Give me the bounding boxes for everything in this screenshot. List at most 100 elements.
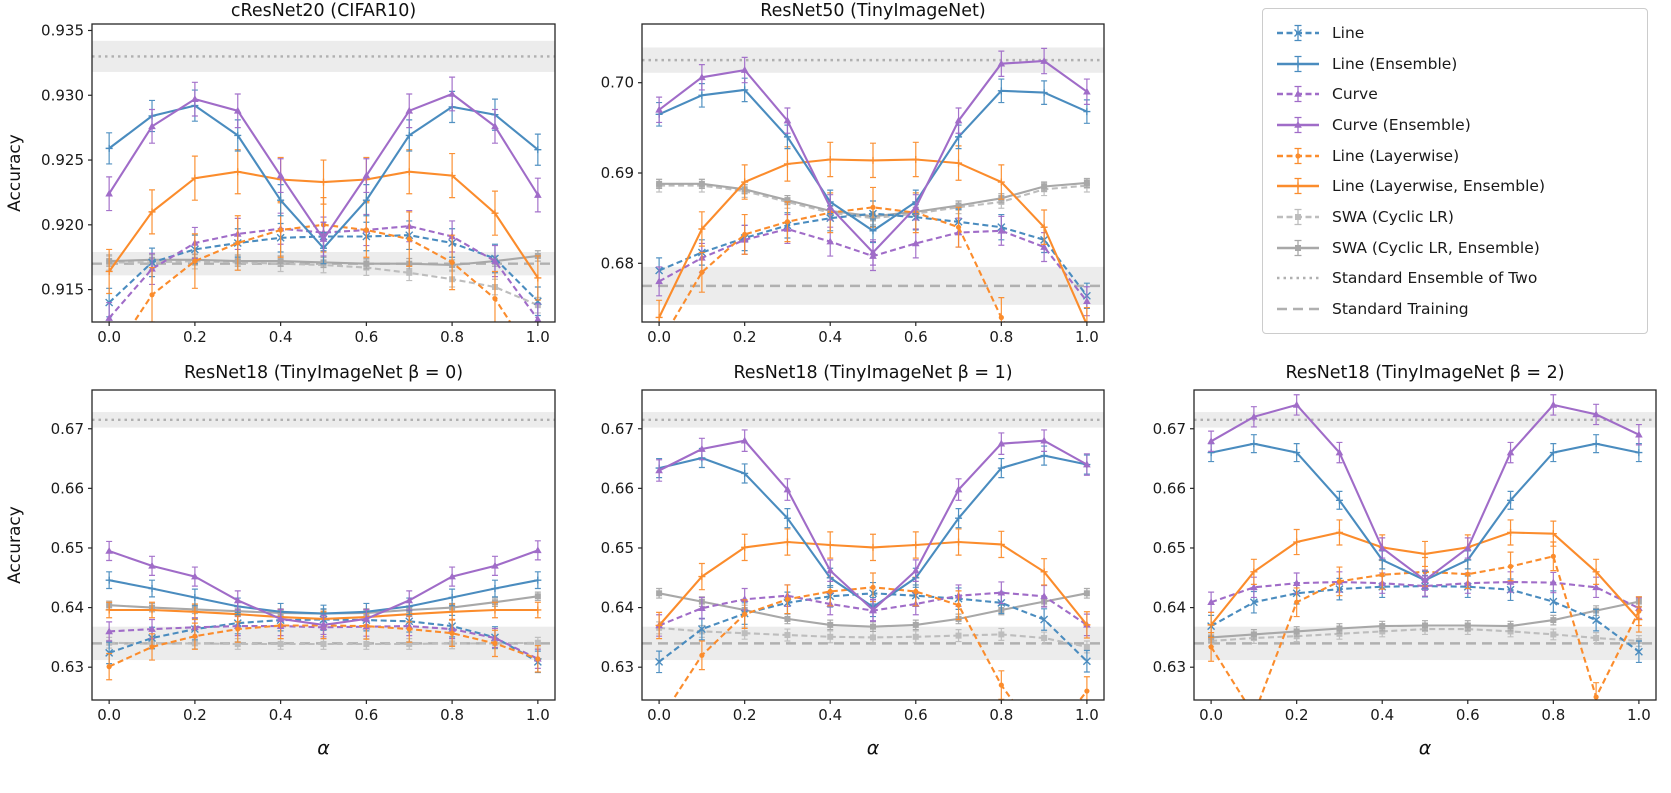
plus-marker-icon xyxy=(320,178,327,186)
triangle-marker-icon xyxy=(233,106,242,114)
circle-marker-icon xyxy=(998,314,1004,321)
circle-marker-icon xyxy=(870,204,876,210)
plot-title: ResNet18 (TinyImageNet β = 1) xyxy=(733,363,1012,383)
circle-marker-icon xyxy=(535,656,541,662)
reference-band xyxy=(642,412,1104,428)
plus-marker-icon xyxy=(448,608,456,616)
circle-marker-icon xyxy=(1042,742,1047,747)
error-bar xyxy=(1250,699,1257,700)
plus-marker-icon xyxy=(1507,496,1515,504)
reference-band xyxy=(92,40,555,72)
triangle-marker-icon xyxy=(191,95,199,102)
y-tick-label: 0.69 xyxy=(601,164,634,182)
plus-marker-icon xyxy=(534,606,542,614)
legend-label: Line (Layerwise, Ensemble) xyxy=(1332,177,1545,196)
circle-marker-icon xyxy=(827,588,833,595)
square-marker-icon xyxy=(912,621,919,628)
y-tick-label: 0.64 xyxy=(601,599,634,617)
plus-marker-icon xyxy=(1635,616,1643,624)
y-tick-label: 0.65 xyxy=(51,539,84,557)
triangle-marker-icon xyxy=(826,203,835,211)
legend-label: Line (Ensemble) xyxy=(1332,54,1458,73)
circle-marker-icon xyxy=(1336,578,1343,584)
legend-item-curve-ensemble: Curve (Ensemble) xyxy=(1275,111,1639,139)
legend-swatch-icon xyxy=(1277,147,1319,164)
triangle-marker-icon xyxy=(1292,579,1301,586)
triangle-marker-icon xyxy=(405,106,414,114)
x-tick-label: 1.0 xyxy=(526,706,550,724)
square-marker-icon xyxy=(534,593,541,600)
triangle-marker-icon xyxy=(491,257,499,264)
plus-marker-icon xyxy=(491,209,499,217)
y-axis-label: Accuracy xyxy=(5,506,25,584)
square-marker-icon xyxy=(741,630,748,637)
plus-marker-icon xyxy=(148,585,156,593)
circle-marker-icon xyxy=(699,269,705,275)
legend-swatch-icon xyxy=(1277,239,1319,256)
square-marker-icon xyxy=(1083,179,1090,186)
legend-item-line-layerwise: Line (Layerwise) xyxy=(1275,142,1639,170)
x-tick-label: 0.4 xyxy=(818,706,842,724)
triangle-marker-icon xyxy=(1549,400,1558,408)
x-marker-icon xyxy=(1634,647,1643,656)
plus-marker-icon xyxy=(997,178,1005,186)
x-marker-icon xyxy=(1549,597,1558,606)
circle-marker-icon xyxy=(1295,153,1301,159)
plus-marker-icon xyxy=(741,469,749,477)
legend-label: SWA (Cyclic LR) xyxy=(1332,207,1454,226)
x-tick-label: 0.8 xyxy=(1541,706,1565,724)
triangle-marker-icon xyxy=(1335,448,1344,456)
square-marker-icon xyxy=(1295,244,1301,251)
legend-swatch-icon xyxy=(1277,24,1319,42)
circle-marker-icon xyxy=(149,644,155,650)
triangle-marker-icon xyxy=(869,248,877,256)
plus-marker-icon xyxy=(1335,496,1343,504)
legend-swatch-icon xyxy=(1277,55,1319,72)
circle-marker-icon xyxy=(192,633,198,639)
plus-marker-icon xyxy=(105,144,113,152)
x-tick-label: 0.6 xyxy=(904,706,928,724)
x-tick-label: 0.8 xyxy=(440,706,464,724)
circle-marker-icon xyxy=(363,227,369,233)
triangle-marker-icon xyxy=(740,66,749,73)
x-marker-icon xyxy=(1040,615,1049,624)
triangle-marker-icon xyxy=(1592,583,1600,591)
x-tick-label: 1.0 xyxy=(1627,706,1651,724)
plus-marker-icon xyxy=(955,159,963,167)
y-tick-label: 0.66 xyxy=(601,479,634,497)
x-tick-label: 0.2 xyxy=(183,706,207,724)
x-tick-label: 0.0 xyxy=(647,328,671,346)
error-bar xyxy=(1041,730,1047,759)
triangle-marker-icon xyxy=(1592,410,1600,418)
circle-marker-icon xyxy=(406,626,412,632)
x-tick-label: 0.4 xyxy=(269,328,293,346)
y-tick-label: 0.935 xyxy=(41,21,84,39)
plus-marker-icon xyxy=(955,133,963,141)
triangle-marker-icon xyxy=(1040,592,1048,600)
plus-marker-icon xyxy=(912,155,920,163)
triangle-marker-icon xyxy=(105,189,113,197)
x-tick-label: 0.0 xyxy=(97,328,121,346)
triangle-marker-icon xyxy=(191,572,199,580)
square-marker-icon xyxy=(955,632,962,639)
triangle-marker-icon xyxy=(1207,598,1215,606)
x-axis-label: α xyxy=(317,737,330,759)
triangle-marker-icon xyxy=(698,445,706,452)
plot-title: cResNet20 (CIFAR10) xyxy=(231,1,416,21)
plot-title: ResNet50 (TinyImageNet) xyxy=(760,1,985,21)
circle-marker-icon xyxy=(1550,553,1556,559)
x-tick-label: 0.8 xyxy=(989,706,1013,724)
triangle-marker-icon xyxy=(362,614,371,622)
plot-area xyxy=(1194,394,1656,700)
x-tick-label: 0.2 xyxy=(733,328,757,346)
plot-area xyxy=(92,412,555,681)
plus-marker-icon xyxy=(783,160,791,168)
plus-marker-icon xyxy=(997,540,1005,548)
plus-marker-icon xyxy=(448,172,456,180)
square-marker-icon xyxy=(277,258,284,265)
x-tick-label: 0.4 xyxy=(1370,706,1394,724)
x-tick-label: 1.0 xyxy=(1075,706,1099,724)
reference-band xyxy=(92,412,555,428)
triangle-marker-icon xyxy=(1250,412,1258,420)
